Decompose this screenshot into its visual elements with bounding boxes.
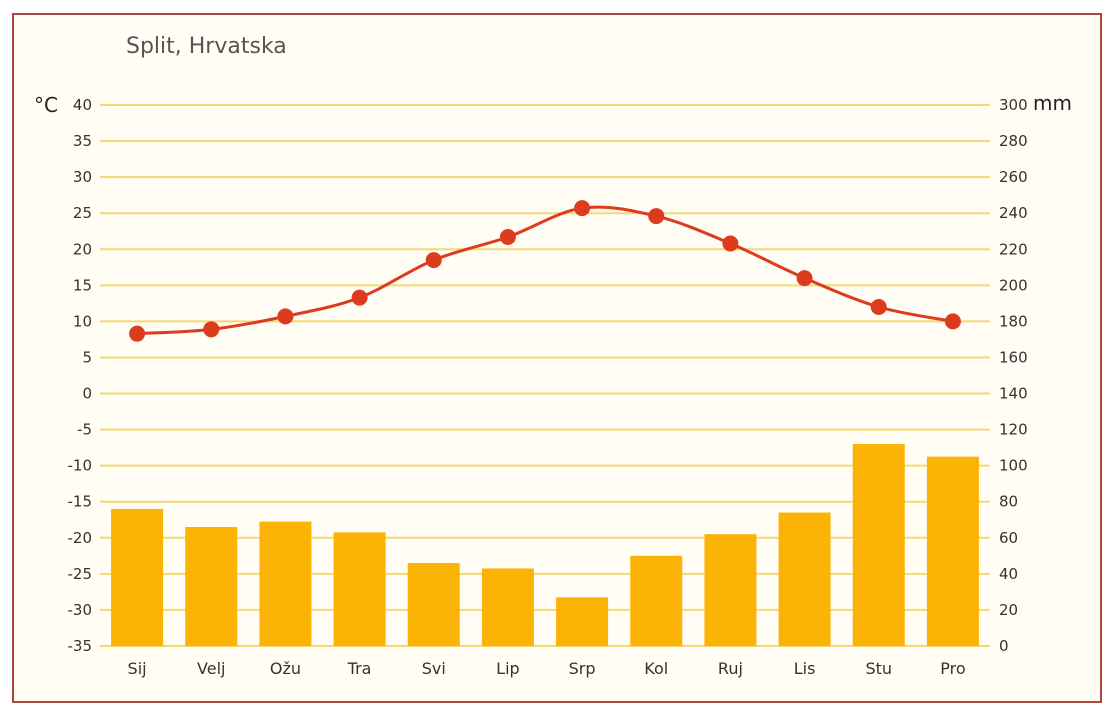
- month-label: Ruj: [718, 659, 743, 678]
- temperature-point: [574, 200, 591, 217]
- temperature-point: [796, 270, 813, 287]
- right-tick-label: 100: [999, 457, 1028, 475]
- left-tick-label: 20: [73, 240, 92, 258]
- right-tick-label: 60: [999, 529, 1018, 547]
- month-label: Kol: [644, 659, 668, 678]
- month-label: Pro: [940, 659, 965, 678]
- precipitation-bar: [852, 444, 905, 646]
- month-label: Sij: [128, 659, 147, 678]
- precipitation-bar: [259, 521, 312, 646]
- precipitation-bar: [556, 597, 609, 646]
- right-tick-label: 280: [999, 132, 1028, 150]
- temperature-point: [870, 298, 887, 315]
- right-tick-label: 200: [999, 276, 1028, 294]
- chart-title: Split, Hrvatska: [126, 34, 287, 59]
- month-label: Tra: [347, 659, 372, 678]
- precipitation-bar: [704, 534, 757, 646]
- temperature-point: [277, 308, 294, 325]
- left-tick-label: 35: [73, 132, 92, 150]
- right-tick-label: 160: [999, 348, 1028, 366]
- precipitation-bar: [778, 512, 831, 646]
- month-label: Velj: [197, 659, 225, 678]
- left-tick-label: -25: [68, 565, 93, 583]
- left-tick-label: 15: [73, 276, 92, 294]
- temperature-point: [425, 252, 442, 269]
- month-label: Svi: [422, 659, 446, 678]
- month-label: Srp: [569, 659, 596, 678]
- right-tick-label: 180: [999, 312, 1028, 330]
- left-tick-label: -5: [77, 421, 92, 439]
- left-tick-label: -20: [68, 529, 93, 547]
- right-tick-label: 120: [999, 421, 1028, 439]
- left-tick-label: 30: [73, 168, 92, 186]
- month-label: Lip: [496, 659, 520, 678]
- temperature-point: [944, 313, 961, 330]
- month-label: Stu: [865, 659, 892, 678]
- right-tick-label: 20: [999, 601, 1018, 619]
- temperature-point: [351, 289, 368, 306]
- precipitation-bar: [333, 532, 386, 646]
- right-tick-label: 260: [999, 168, 1028, 186]
- precipitation-bar: [926, 456, 979, 646]
- precipitation-bar: [407, 563, 460, 646]
- right-tick-label: 220: [999, 240, 1028, 258]
- right-tick-label: 300: [999, 96, 1028, 114]
- left-tick-label: 40: [73, 96, 92, 114]
- left-axis-unit: °C: [34, 93, 58, 117]
- temperature-point: [203, 321, 220, 338]
- precipitation-bar: [630, 555, 683, 646]
- precipitation-bar: [481, 568, 534, 646]
- precipitation-bar: [185, 526, 238, 646]
- temperature-line: [136, 205, 954, 336]
- month-label: Lis: [794, 659, 816, 678]
- month-label: Ožu: [270, 659, 301, 678]
- temperature-point: [648, 208, 665, 225]
- temperature-point: [722, 235, 739, 252]
- left-tick-label: -15: [68, 493, 93, 511]
- right-tick-label: 0: [999, 637, 1009, 655]
- left-tick-label: -30: [68, 601, 93, 619]
- temperature-point: [499, 229, 516, 246]
- right-tick-label: 140: [999, 385, 1028, 403]
- precipitation-bar: [111, 508, 164, 646]
- temperature-point: [129, 325, 146, 342]
- left-tick-label: 25: [73, 204, 92, 222]
- right-axis-unit: mm: [1033, 91, 1072, 115]
- left-tick-label: -10: [68, 457, 93, 475]
- left-tick-label: 0: [82, 385, 92, 403]
- right-tick-label: 40: [999, 565, 1018, 583]
- left-tick-label: 10: [73, 312, 92, 330]
- left-tick-label: 5: [82, 348, 92, 366]
- right-tick-label: 80: [999, 493, 1018, 511]
- left-tick-label: -35: [68, 637, 93, 655]
- right-tick-label: 240: [999, 204, 1028, 222]
